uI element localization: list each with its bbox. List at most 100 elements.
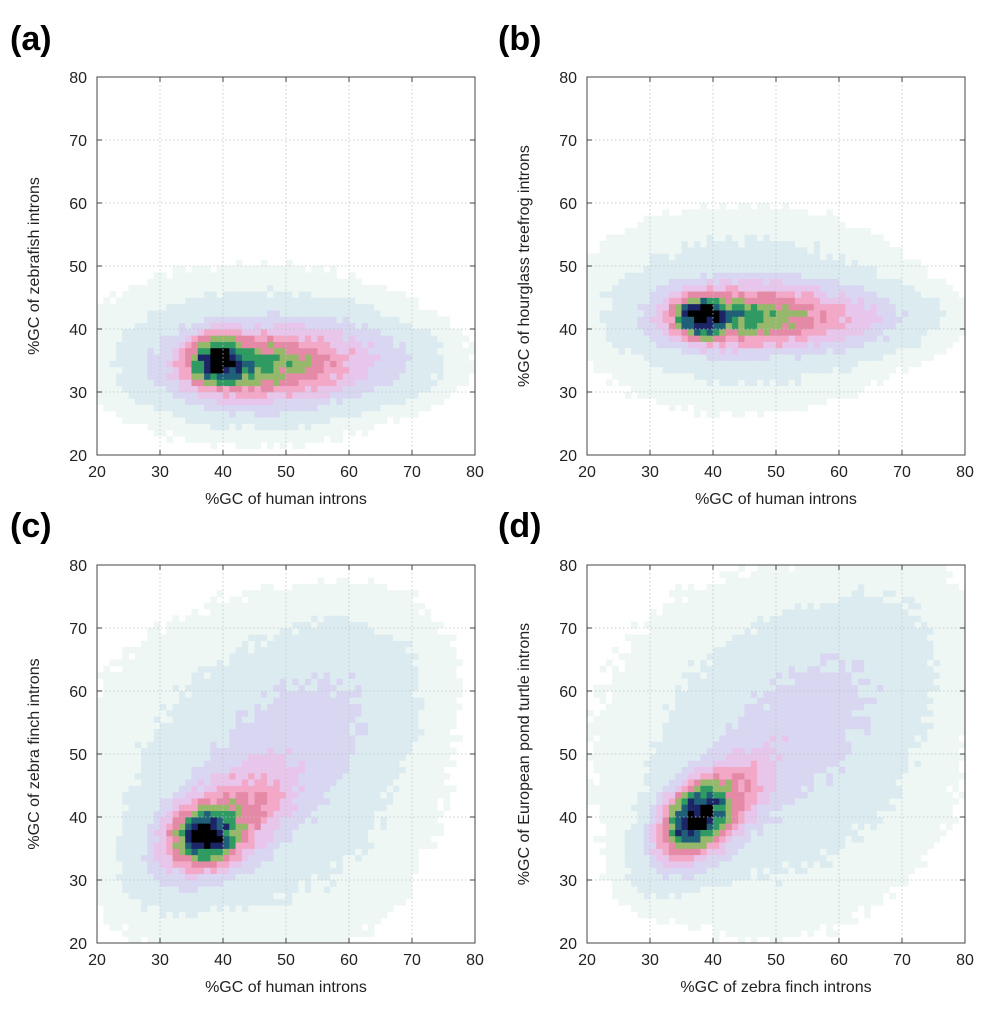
- heatmap-cell: [235, 804, 243, 812]
- heatmap-cell: [668, 266, 676, 273]
- heatmap-cell: [706, 335, 714, 342]
- heatmap-cell: [694, 379, 701, 387]
- heatmap-cell: [273, 423, 281, 431]
- heatmap-cell: [643, 284, 651, 292]
- heatmap-cell: [229, 360, 236, 368]
- heatmap-cell: [895, 284, 903, 292]
- heatmap-cell: [418, 373, 425, 380]
- heatmap-cell: [210, 653, 218, 660]
- heatmap-cell: [952, 303, 960, 311]
- heatmap-cell: [248, 366, 255, 374]
- heatmap-cell: [788, 398, 796, 405]
- heatmap-cell: [349, 429, 356, 437]
- heatmap-cell: [807, 266, 815, 273]
- heatmap-cell: [260, 373, 268, 380]
- heatmap-cell: [386, 373, 394, 380]
- heatmap-cell: [731, 329, 739, 336]
- heatmap-cell: [141, 360, 148, 368]
- heatmap-cell: [134, 817, 142, 824]
- heatmap-cell: [267, 791, 274, 799]
- heatmap-cell: [153, 423, 161, 431]
- heatmap-cell: [656, 379, 663, 387]
- heatmap-cell: [813, 385, 821, 393]
- heatmap-cell: [631, 354, 638, 361]
- heatmap-cell: [241, 798, 249, 805]
- heatmap-cell: [204, 329, 211, 336]
- heatmap-cell: [323, 609, 331, 616]
- heatmap-cell: [587, 316, 594, 324]
- heatmap-cell: [141, 854, 148, 862]
- heatmap-cell: [267, 936, 274, 944]
- heatmap-cell: [864, 335, 871, 342]
- heatmap-cell: [706, 360, 714, 368]
- heatmap-cell: [147, 684, 155, 692]
- heatmap-cell: [166, 691, 173, 698]
- heatmap-cell: [304, 754, 312, 761]
- heatmap-cell: [386, 297, 394, 305]
- heatmap-cell: [304, 898, 312, 906]
- heatmap-cell: [160, 303, 167, 311]
- heatmap-cell: [279, 936, 287, 944]
- heatmap-cell: [361, 417, 369, 424]
- heatmap-cell: [147, 823, 155, 830]
- heatmap-cell: [254, 615, 262, 623]
- heatmap-cell: [279, 278, 287, 286]
- heatmap-cell: [311, 429, 318, 437]
- heatmap-cell: [889, 322, 897, 330]
- heatmap-cell: [700, 354, 708, 361]
- heatmap-cell: [210, 398, 218, 405]
- heatmap-cell: [122, 785, 129, 793]
- heatmap-cell: [782, 209, 789, 216]
- heatmap-cell: [241, 341, 249, 349]
- heatmap-cell: [813, 228, 821, 235]
- heatmap-cell: [304, 316, 312, 324]
- heatmap-cell: [267, 880, 274, 887]
- heatmap-cell: [260, 398, 268, 405]
- heatmap-cell: [292, 590, 299, 597]
- heatmap-cell: [147, 322, 155, 330]
- heatmap-cell: [637, 228, 645, 235]
- heatmap-cell: [355, 410, 362, 418]
- heatmap-cell: [304, 646, 312, 654]
- heatmap-cell: [178, 322, 186, 330]
- heatmap-cell: [260, 436, 268, 443]
- heatmap-cell: [430, 329, 438, 336]
- heatmap-cell: [223, 640, 230, 648]
- heatmap-cell: [782, 284, 789, 292]
- heatmap-cell: [229, 880, 236, 887]
- heatmap-cell: [593, 259, 600, 267]
- heatmap-cell: [624, 316, 632, 324]
- heatmap-cell: [235, 766, 243, 774]
- heatmap-cell: [412, 360, 419, 368]
- heatmap-cell: [794, 398, 802, 405]
- heatmap-cell: [612, 259, 619, 267]
- heatmap-cell: [216, 429, 224, 437]
- heatmap-cell: [820, 398, 827, 405]
- heatmap-cell: [153, 924, 161, 931]
- heatmap-cell: [160, 640, 167, 648]
- heatmap-cell: [185, 722, 192, 730]
- heatmap-cell: [612, 247, 619, 254]
- heatmap-cell: [153, 341, 161, 349]
- heatmap-cell: [424, 379, 432, 387]
- heatmap-cell: [235, 366, 243, 374]
- heatmap-cell: [216, 423, 224, 431]
- heatmap-cell: [279, 417, 287, 424]
- heatmap-cell: [160, 716, 167, 723]
- heatmap-cell: [204, 785, 211, 793]
- heatmap-cell: [731, 385, 739, 393]
- heatmap-cell: [286, 741, 293, 749]
- heatmap-cell: [191, 628, 199, 635]
- heatmap-cell: [141, 867, 148, 875]
- heatmap-cell: [223, 646, 230, 654]
- heatmap-cell: [160, 360, 167, 368]
- heatmap-cell: [134, 924, 142, 931]
- heatmap-cell: [166, 316, 173, 324]
- heatmap-cell: [889, 291, 897, 298]
- heatmap-cell: [851, 266, 859, 273]
- heatmap-cell: [197, 335, 205, 342]
- heatmap-cell: [141, 366, 148, 374]
- heatmap-cell: [260, 665, 268, 673]
- heatmap-cell: [914, 291, 922, 298]
- heatmap-cell: [304, 684, 312, 692]
